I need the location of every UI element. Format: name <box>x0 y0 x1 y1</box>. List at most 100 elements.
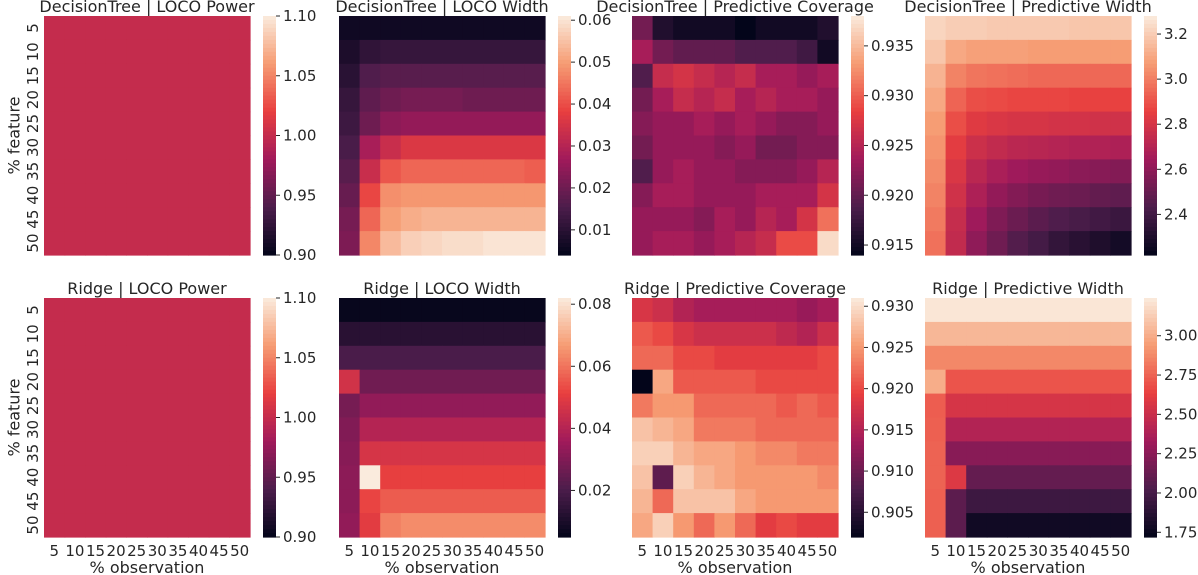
heatmap-cell <box>126 135 148 160</box>
heatmap-cell <box>126 63 148 89</box>
heatmap-cell <box>147 298 169 323</box>
heatmap-cell <box>817 39 839 65</box>
heatmap-cell <box>147 513 169 538</box>
heatmap-cell <box>64 345 86 371</box>
heatmap-cell <box>524 63 546 89</box>
colorbar-segment <box>558 449 571 454</box>
heatmap-cell <box>1007 135 1029 160</box>
colorbar-segment <box>851 417 864 423</box>
heatmap-cell <box>126 441 148 466</box>
x-tick-label: 50 <box>818 542 837 560</box>
heatmap-cell <box>400 183 422 208</box>
heatmap-cell <box>817 393 839 419</box>
heatmap-cell <box>339 489 361 514</box>
heatmap-cell <box>632 345 654 371</box>
colorbar-segment <box>851 207 864 212</box>
colorbar-segment <box>1144 55 1157 61</box>
heatmap-cell <box>735 345 757 371</box>
heatmap-cell <box>796 159 818 184</box>
heatmap-cell <box>925 321 947 347</box>
heatmap-cell <box>632 183 654 208</box>
heatmap-cell <box>359 87 381 113</box>
heatmap-cell <box>755 417 777 442</box>
heatmap-cell <box>673 159 695 184</box>
heatmap-cell <box>1089 183 1111 208</box>
colorbar-segment <box>263 67 276 73</box>
heatmap-cell <box>714 345 736 371</box>
heatmap-cell <box>1048 87 1070 113</box>
heatmap-cell <box>1089 159 1111 184</box>
heatmap-cell <box>105 441 127 466</box>
colorbar-segment <box>1144 381 1157 387</box>
colorbar-segment <box>851 155 864 160</box>
heatmap-cell <box>105 393 127 419</box>
heatmap-cell <box>945 369 967 395</box>
heatmap-cell <box>945 111 967 137</box>
heatmap-cell <box>673 298 695 323</box>
colorbar-tick-label: 0.02 <box>578 179 611 197</box>
colorbar-segment <box>1144 183 1157 188</box>
colorbar-segment <box>851 525 864 530</box>
colorbar-segment <box>851 493 864 498</box>
x-tick-label: 10 <box>65 542 84 560</box>
y-tick-label: 5 <box>24 305 42 315</box>
colorbar-segment <box>1144 179 1157 184</box>
colorbar-segment <box>1144 329 1157 335</box>
colorbar-segment <box>558 461 571 466</box>
colorbar-segment <box>851 385 864 391</box>
heatmap-cell <box>339 441 361 466</box>
x-tick-label: 5 <box>931 542 941 560</box>
colorbar-segment <box>558 251 571 256</box>
heatmap-cell <box>462 159 484 184</box>
colorbar-segment <box>851 313 864 319</box>
heatmap-cell <box>483 441 505 466</box>
heatmap-cell <box>735 231 757 256</box>
heatmap-cell <box>1007 321 1029 347</box>
colorbar-segment <box>851 425 864 431</box>
colorbar-segment <box>263 521 276 526</box>
heatmap-cell <box>735 369 757 395</box>
colorbar-segment <box>1144 163 1157 168</box>
heatmap-cell <box>632 159 654 184</box>
heatmap-cell <box>776 489 798 514</box>
colorbar-segment <box>263 23 276 29</box>
heatmap-cell <box>188 16 210 41</box>
heatmap-cell <box>462 39 484 65</box>
heatmap-cell <box>188 207 210 232</box>
x-tick-label: 35 <box>1049 542 1068 560</box>
colorbar-segment <box>851 23 864 29</box>
colorbar-segment <box>1144 27 1157 33</box>
heatmap-cell <box>1048 513 1070 538</box>
x-tick-label: 10 <box>946 542 965 560</box>
heatmap-panel: DecisionTree | Predictive Width 2.4 2.6 2.8… <box>904 0 1188 256</box>
colorbar-segment <box>1144 309 1157 315</box>
colorbar-segment <box>263 353 276 359</box>
heatmap-cell <box>167 441 189 466</box>
colorbar-segment <box>851 501 864 506</box>
heatmap-cell <box>188 63 210 89</box>
heatmap-cell <box>755 39 777 65</box>
heatmap-cell <box>167 513 189 538</box>
heatmap-cell <box>1007 159 1029 184</box>
colorbar-segment <box>851 317 864 323</box>
heatmap-cell <box>714 393 736 419</box>
heatmap-cell <box>188 87 210 113</box>
colorbar-segment <box>263 429 276 435</box>
colorbar-segment <box>558 47 571 53</box>
colorbar-tick-label: 1.00 <box>283 127 316 145</box>
colorbar-segment <box>1144 489 1157 494</box>
heatmap-cell <box>483 321 505 347</box>
heatmap-cell <box>1048 369 1070 395</box>
heatmap-cell <box>188 345 210 371</box>
heatmap-cell <box>945 159 967 184</box>
heatmap-cell <box>339 513 361 538</box>
colorbar-segment <box>558 329 571 335</box>
heatmap-cell <box>483 369 505 395</box>
heatmap-cell <box>359 417 381 442</box>
colorbar-segment <box>851 16 864 21</box>
heatmap-cell <box>652 63 674 89</box>
heatmap-cell <box>1007 87 1029 113</box>
colorbar-segment <box>558 409 571 415</box>
y-tick-label: 15 <box>24 348 42 367</box>
colorbar-segment <box>1144 243 1157 248</box>
